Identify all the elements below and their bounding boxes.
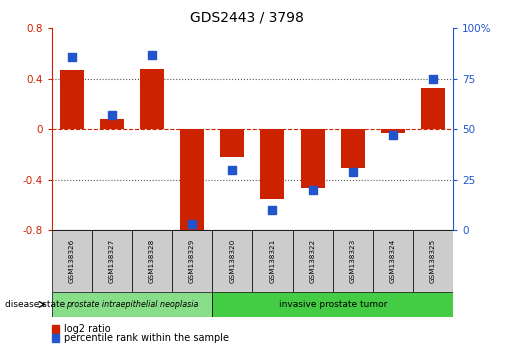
Bar — [413, 230, 453, 292]
Point — [148, 52, 156, 57]
Bar — [212, 230, 252, 292]
Text: log2 ratio: log2 ratio — [64, 324, 111, 334]
Text: GSM138328: GSM138328 — [149, 239, 155, 283]
Text: GDS2443 / 3798: GDS2443 / 3798 — [190, 11, 304, 25]
Bar — [140, 69, 164, 129]
Bar — [52, 230, 92, 292]
Bar — [333, 230, 373, 292]
Bar — [220, 129, 244, 157]
Point — [108, 112, 116, 118]
Text: percentile rank within the sample: percentile rank within the sample — [64, 333, 229, 343]
Bar — [301, 129, 324, 188]
Text: GSM138325: GSM138325 — [430, 239, 436, 283]
Text: GSM138326: GSM138326 — [68, 239, 75, 283]
Bar — [52, 292, 212, 317]
Text: GSM138324: GSM138324 — [390, 239, 396, 283]
Bar — [172, 230, 212, 292]
Text: GSM138329: GSM138329 — [189, 239, 195, 283]
Point — [67, 54, 76, 59]
Bar — [180, 129, 204, 233]
Bar — [341, 129, 365, 168]
Point — [268, 207, 277, 213]
Text: GSM138322: GSM138322 — [310, 239, 316, 283]
Text: prostate intraepithelial neoplasia: prostate intraepithelial neoplasia — [65, 300, 198, 309]
Text: GSM138321: GSM138321 — [269, 239, 276, 283]
Point — [308, 187, 317, 193]
Bar — [373, 230, 413, 292]
Bar — [92, 230, 132, 292]
Bar — [100, 119, 124, 129]
Point — [389, 132, 397, 138]
Bar — [212, 292, 453, 317]
Text: invasive prostate tumor: invasive prostate tumor — [279, 300, 387, 309]
Text: GSM138323: GSM138323 — [350, 239, 356, 283]
Text: GSM138320: GSM138320 — [229, 239, 235, 283]
Text: disease state: disease state — [5, 300, 65, 309]
Text: GSM138327: GSM138327 — [109, 239, 115, 283]
Bar — [421, 87, 445, 129]
Point — [228, 167, 236, 172]
Bar — [60, 70, 83, 129]
Bar — [252, 230, 293, 292]
Bar — [261, 129, 284, 199]
Point — [188, 221, 196, 227]
Point — [349, 169, 357, 175]
Bar — [132, 230, 172, 292]
Bar — [381, 129, 405, 133]
Bar — [293, 230, 333, 292]
Point — [429, 76, 437, 81]
